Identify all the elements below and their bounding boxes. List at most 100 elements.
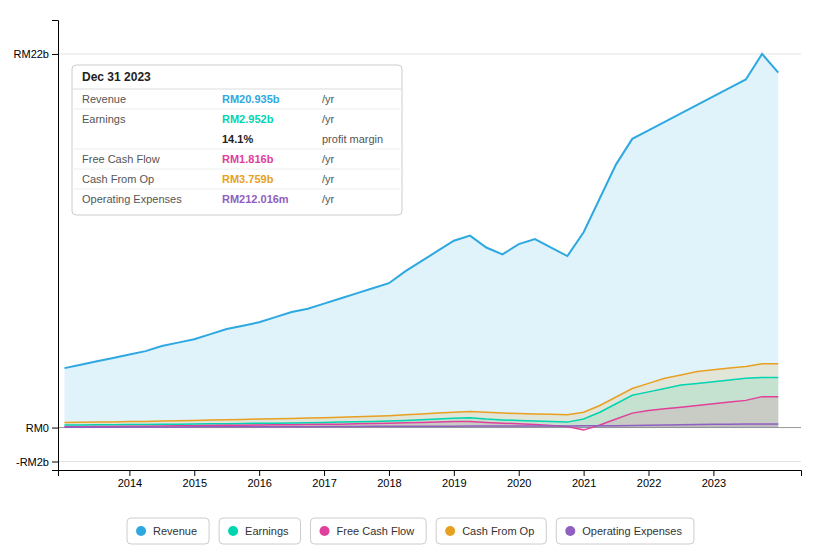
area	[64, 54, 778, 428]
legend-box	[436, 518, 546, 544]
info-box-label: /yr	[322, 193, 335, 205]
info-box-title: Dec 31 2023	[82, 70, 151, 84]
x-tick-mark	[649, 470, 650, 476]
x-tick: 2017	[312, 470, 336, 489]
grid-line	[58, 461, 801, 462]
grid-line	[58, 53, 801, 54]
legend-item: Operating Expenses	[556, 518, 694, 544]
legend-label: Operating Expenses	[582, 525, 682, 537]
x-tick: 2023	[702, 470, 726, 489]
info-box-value: RM3.759b	[222, 173, 274, 185]
x-tick: 2018	[377, 470, 401, 489]
x-tick: 2022	[637, 470, 661, 489]
legend-swatch	[136, 526, 146, 536]
legend-box	[556, 518, 694, 544]
legend-box	[219, 518, 300, 544]
x-tick-label: 2023	[702, 477, 726, 489]
x-tick: 2020	[507, 470, 531, 489]
y-tick-label: RM0	[26, 422, 49, 434]
y-tick-mark	[52, 462, 58, 463]
info-box-label: Earnings	[82, 113, 126, 125]
x-tick: 2019	[442, 470, 466, 489]
legend-item: Cash From Op	[436, 518, 546, 544]
x-tick-label: 2018	[377, 477, 401, 489]
legend-swatch	[320, 526, 330, 536]
line	[64, 377, 778, 425]
x-tick: 2014	[118, 470, 142, 489]
legend-item: Revenue	[127, 518, 209, 544]
info-box-separator	[72, 89, 402, 90]
y-tick: RM22b	[14, 48, 58, 60]
x-tick-mark	[324, 470, 325, 476]
legend-item: Free Cash Flow	[311, 518, 427, 544]
x-tick: 2016	[247, 470, 271, 489]
x-tick-mark	[454, 470, 455, 476]
info-box-value: 14.1%	[222, 133, 253, 145]
y-axis-line	[52, 21, 59, 471]
info-box-value: RM20.935b	[222, 93, 280, 105]
info-box-label: /yr	[322, 173, 335, 185]
info-box-value: RM212.016m	[222, 193, 289, 205]
x-tick-mark	[259, 470, 260, 476]
y-tick: RM0	[26, 422, 58, 434]
y-tick-label: -RM2b	[16, 456, 49, 468]
plot-area	[64, 54, 778, 430]
info-box-label: Operating Expenses	[82, 193, 182, 205]
x-tick-mark	[129, 470, 130, 476]
x-axis: 2014 2015 2016 2017 2018 2019 2020 2021 2022 2023	[59, 470, 802, 489]
info-box-label: /yr	[322, 93, 335, 105]
grid	[58, 54, 801, 462]
legend-item: Earnings	[219, 518, 300, 544]
legend-box	[127, 518, 209, 544]
legend: Revenue Earnings Free Cash Flow Cash From O…	[127, 518, 694, 544]
x-tick-mark	[519, 470, 520, 476]
x-tick-label: 2017	[312, 477, 336, 489]
x-tick-mark	[713, 470, 714, 476]
legend-label: Cash From Op	[462, 525, 534, 537]
x-tick-label: 2015	[183, 477, 207, 489]
info-box-value: RM1.816b	[222, 153, 274, 165]
y-axis: -RM2b RM0 RM22b	[14, 21, 59, 471]
x-tick: 2021	[572, 470, 596, 489]
line	[64, 364, 778, 423]
area	[64, 364, 778, 428]
x-tick-mark	[194, 470, 195, 476]
x-tick-mark	[389, 470, 390, 476]
info-box-separator	[72, 169, 402, 170]
y-tick: -RM2b	[16, 456, 58, 468]
line	[64, 54, 778, 368]
line	[64, 424, 778, 427]
info-box-label: profit margin	[322, 133, 383, 145]
info-box: Dec 31 2023 Revenue RM20.935b/yr Earnings RM…	[72, 65, 402, 215]
info-box-separator	[72, 149, 402, 150]
info-box-value: RM2.952b	[222, 113, 274, 125]
x-tick-label: 2022	[637, 477, 661, 489]
info-box-label: Cash From Op	[82, 173, 154, 185]
legend-box	[311, 518, 427, 544]
x-tick-label: 2016	[247, 477, 271, 489]
info-box-separator	[72, 109, 402, 110]
chart: -RM2b RM0 RM22b 2014 2015 2016 2017 2018 2019 202…	[0, 0, 821, 560]
x-tick-mark	[584, 470, 585, 476]
legend-swatch	[565, 526, 575, 536]
legend-swatch	[445, 526, 455, 536]
x-tick-label: 2021	[572, 477, 596, 489]
legend-label: Revenue	[153, 525, 197, 537]
x-tick-label: 2014	[118, 477, 142, 489]
info-box-label: /yr	[322, 113, 335, 125]
legend-label: Earnings	[245, 525, 289, 537]
x-tick-label: 2020	[507, 477, 531, 489]
x-tick: 2015	[183, 470, 207, 489]
y-tick-mark	[52, 428, 58, 429]
y-tick-mark	[52, 54, 58, 55]
info-box-separator	[72, 189, 402, 190]
legend-label: Free Cash Flow	[337, 525, 415, 537]
legend-swatch	[228, 526, 238, 536]
info-box-label: Revenue	[82, 93, 126, 105]
x-axis-line	[59, 471, 802, 477]
info-box-label: Free Cash Flow	[82, 153, 160, 165]
info-box-label: /yr	[322, 153, 335, 165]
y-tick-label: RM22b	[14, 48, 49, 60]
x-tick-label: 2019	[442, 477, 466, 489]
info-box-frame	[72, 65, 402, 215]
